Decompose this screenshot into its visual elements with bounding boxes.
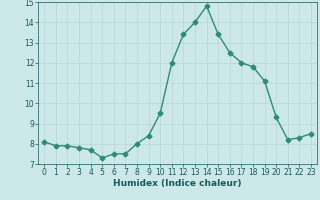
X-axis label: Humidex (Indice chaleur): Humidex (Indice chaleur) (113, 179, 242, 188)
